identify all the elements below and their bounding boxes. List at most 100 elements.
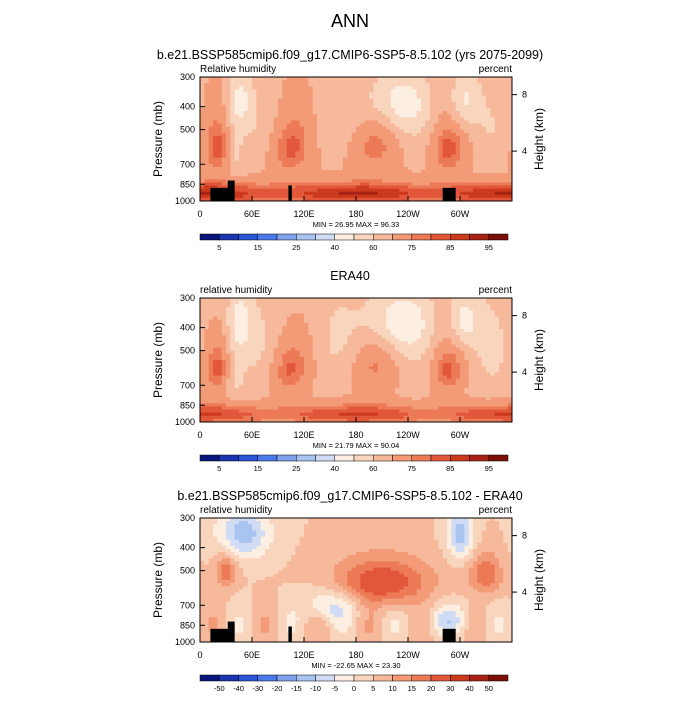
field-cell — [326, 170, 331, 174]
field-cell — [300, 385, 305, 389]
field-cell — [334, 93, 339, 97]
field-cell — [343, 348, 348, 352]
field-cell — [200, 376, 205, 380]
field-cell — [256, 357, 261, 361]
field-cell — [287, 382, 292, 386]
field-cell — [447, 372, 452, 376]
field-cell — [438, 148, 443, 152]
field-cell — [334, 179, 339, 183]
field-cell — [399, 136, 404, 140]
field-cell — [278, 105, 283, 109]
field-cell — [408, 105, 413, 109]
field-cell — [499, 372, 504, 376]
field-cell — [321, 376, 326, 380]
field-cell — [217, 89, 222, 93]
field-cell — [443, 304, 448, 308]
field-cell — [204, 192, 209, 196]
field-cell — [265, 314, 270, 318]
field-cell — [230, 338, 235, 342]
field-cell — [313, 139, 318, 143]
field-cell — [373, 369, 378, 373]
units-label: percent — [479, 285, 513, 296]
field-cell — [482, 167, 487, 171]
field-cell — [282, 173, 287, 177]
field-cell — [308, 124, 313, 128]
field-cell — [252, 332, 257, 336]
field-cell — [256, 89, 261, 93]
field-cell — [330, 176, 335, 180]
field-cell — [243, 83, 248, 87]
field-cell — [326, 83, 331, 87]
field-cell — [391, 158, 396, 162]
field-cell — [503, 195, 508, 199]
field-cell — [217, 117, 222, 121]
field-cell — [343, 323, 348, 327]
field-cell — [473, 354, 478, 358]
field-cell — [200, 176, 205, 180]
field-cell — [369, 179, 374, 183]
field-cell — [469, 136, 474, 140]
field-cell — [343, 176, 348, 180]
field-cell — [451, 117, 456, 121]
field-cell — [265, 320, 270, 324]
field-cell — [365, 195, 370, 199]
field-cell — [490, 102, 495, 106]
field-cell — [408, 124, 413, 128]
field-cell — [217, 96, 222, 100]
field-cell — [421, 320, 426, 324]
field-cell — [200, 345, 205, 349]
field-cell — [412, 161, 417, 165]
field-cell — [503, 145, 508, 149]
field-cell — [230, 341, 235, 345]
field-cell — [321, 320, 326, 324]
field-cell — [230, 332, 235, 336]
field-cell — [395, 357, 400, 361]
field-cell — [347, 317, 352, 321]
field-cell — [209, 164, 214, 168]
field-cell — [269, 326, 274, 330]
field-cell — [451, 326, 456, 330]
field-cell — [226, 320, 231, 324]
field-cell — [464, 182, 469, 186]
field-cell — [365, 304, 370, 308]
field-cell — [261, 182, 266, 186]
field-cell — [373, 363, 378, 367]
field-cell — [213, 326, 218, 330]
field-cell — [230, 164, 235, 168]
field-cell — [282, 145, 287, 149]
field-cell — [360, 148, 365, 152]
field-cell — [447, 366, 452, 370]
field-cell — [204, 139, 209, 143]
field-cell — [248, 301, 253, 305]
field-cell — [330, 320, 335, 324]
field-cell — [261, 382, 266, 386]
field-cell — [334, 317, 339, 321]
field-cell — [386, 105, 391, 109]
field-cell — [499, 161, 504, 165]
field-cell — [460, 127, 465, 131]
field-cell — [321, 317, 326, 321]
field-cell — [213, 89, 218, 93]
field-cell — [456, 338, 461, 342]
field-cell — [447, 145, 452, 149]
field-cell — [382, 372, 387, 376]
field-cell — [334, 99, 339, 103]
field-cell — [230, 366, 235, 370]
field-cell — [443, 167, 448, 171]
field-cell — [490, 161, 495, 165]
field-cell — [256, 161, 261, 165]
field-cell — [499, 145, 504, 149]
field-cell — [239, 304, 244, 308]
field-cell — [326, 192, 331, 196]
field-cell — [326, 120, 331, 124]
field-cell — [369, 366, 374, 370]
field-cell — [304, 127, 309, 131]
field-cell — [495, 96, 500, 100]
field-cell — [391, 114, 396, 118]
field-cell — [373, 93, 378, 97]
field-cell — [473, 148, 478, 152]
field-cell — [265, 124, 270, 128]
field-cell — [287, 348, 292, 352]
y-tick-label: 400 — [180, 102, 195, 112]
field-cell — [399, 114, 404, 118]
